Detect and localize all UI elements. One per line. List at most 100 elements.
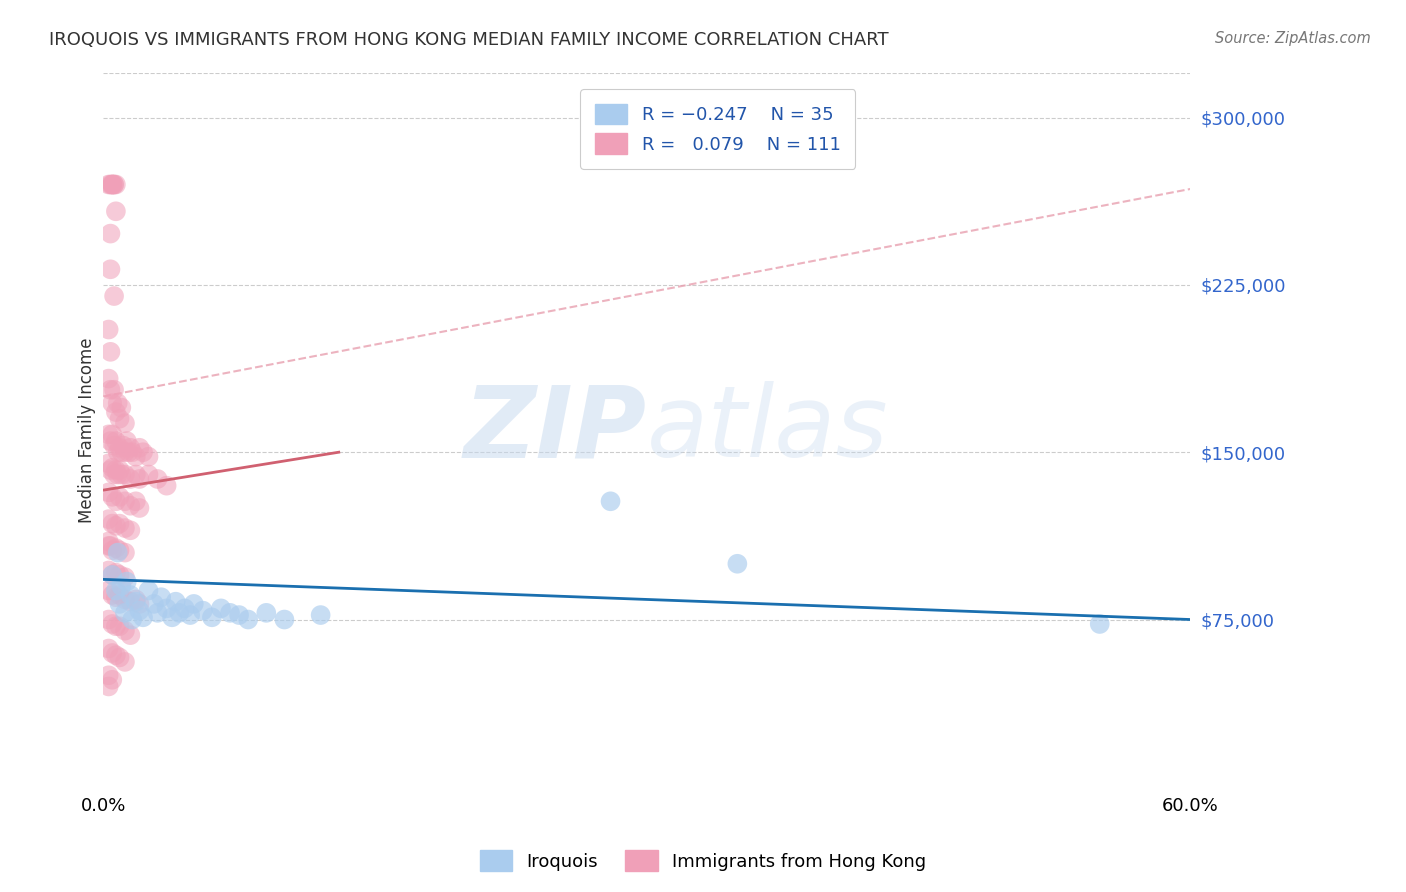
Point [97,613,120,627]
Point [125,450,148,464]
Point [138,467,160,482]
Point [120,524,142,538]
Point [101,178,124,192]
Point [125,467,148,482]
Point [97,680,120,694]
Point [104,566,127,580]
Point [146,606,169,620]
Point [142,597,165,611]
Text: atlas: atlas [647,382,889,478]
Point [110,401,132,415]
Point [108,568,131,582]
Point [97,456,120,470]
Point [101,460,124,475]
Point [114,606,136,620]
Point [165,595,187,609]
Point [120,628,142,642]
Point [156,601,179,615]
Point [114,467,136,482]
Text: IROQUOIS VS IMMIGRANTS FROM HONG KONG MEDIAN FAMILY INCOME CORRELATION CHART: IROQUOIS VS IMMIGRANTS FROM HONG KONG ME… [49,31,889,49]
Point [104,591,127,605]
Point [107,546,129,560]
Point [156,478,179,492]
Point [100,434,122,448]
Point [125,494,148,508]
Point [160,610,183,624]
Point [97,322,120,336]
Point [128,604,150,618]
Point [121,613,143,627]
Point [104,619,127,633]
Point [191,604,214,618]
Point [169,606,191,620]
Y-axis label: Median Family Income: Median Family Income [79,337,96,523]
Point [110,445,132,459]
Point [228,608,250,623]
Point [125,592,148,607]
Point [108,543,131,558]
Point [104,583,127,598]
Point [101,427,124,442]
Point [121,445,143,459]
Point [101,568,124,582]
Point [101,617,124,632]
Point [238,613,260,627]
Point [108,588,131,602]
Legend: Iroquois, Immigrants from Hong Kong: Iroquois, Immigrants from Hong Kong [472,843,934,879]
Point [138,583,160,598]
Point [108,463,131,477]
Point [120,588,142,602]
Point [120,499,142,513]
Point [132,445,155,459]
Point [120,441,142,455]
Point [108,411,131,425]
Point [103,467,125,482]
Point [100,463,122,477]
Point [108,619,131,633]
Point [128,597,150,611]
Point [97,583,120,598]
Point [107,467,129,482]
Point [173,601,195,615]
Point [114,445,136,459]
Point [100,262,122,277]
Point [183,597,205,611]
Text: Source: ZipAtlas.com: Source: ZipAtlas.com [1215,31,1371,46]
Point [104,648,127,663]
Point [128,472,150,486]
Point [138,450,160,464]
Point [115,434,138,448]
Point [128,441,150,455]
Point [273,613,295,627]
Point [599,494,621,508]
Point [100,539,122,553]
Point [254,606,277,620]
Point [114,592,136,607]
Point [114,546,136,560]
Point [104,494,127,508]
Point [104,463,127,477]
Point [107,445,129,459]
Point [114,570,136,584]
Point [104,434,127,448]
Point [100,227,122,241]
Point [101,516,124,531]
Point [101,588,124,602]
Point [1088,617,1111,632]
Point [179,608,201,623]
Point [97,178,120,192]
Point [132,610,155,624]
Point [108,650,131,665]
Point [115,574,138,589]
Point [100,344,122,359]
Text: ZIP: ZIP [464,382,647,478]
Point [120,472,142,486]
Point [97,539,120,553]
Point [309,608,332,623]
Point [146,472,169,486]
Point [97,512,120,526]
Point [101,673,124,687]
Point [104,405,127,419]
Point [97,668,120,682]
Point [103,178,125,192]
